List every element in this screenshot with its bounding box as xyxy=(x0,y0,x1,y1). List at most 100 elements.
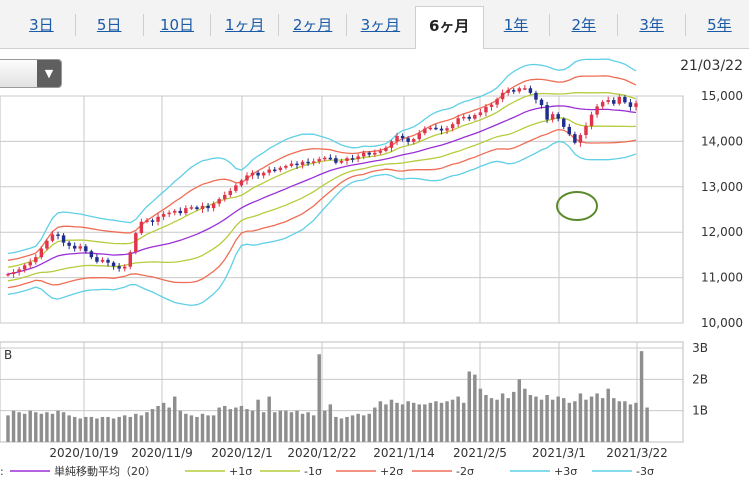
tab-8[interactable]: 1年 xyxy=(503,16,529,34)
candle-body xyxy=(617,96,622,104)
candle-body xyxy=(534,92,538,100)
tab-separator xyxy=(685,14,686,36)
x-tick-label: 2020/12/1 xyxy=(211,446,273,460)
volume-bar xyxy=(461,402,466,442)
y-tick-label: 13,000 xyxy=(701,180,743,194)
tab-4[interactable]: 1ヶ月 xyxy=(225,16,265,34)
candle-body xyxy=(484,106,488,113)
tab-11[interactable]: 5年 xyxy=(707,16,732,34)
volume-bar xyxy=(50,413,55,442)
candle-body xyxy=(150,220,155,222)
volume-bar xyxy=(6,415,10,442)
candle-body xyxy=(523,88,527,90)
volume-bar xyxy=(473,374,477,442)
candle-body xyxy=(95,257,99,262)
candle-body xyxy=(478,112,483,116)
volume-bar xyxy=(89,416,94,442)
candle-body xyxy=(111,262,116,267)
volume-bar xyxy=(456,396,460,442)
candle-body xyxy=(200,205,205,210)
candle-body xyxy=(195,207,199,210)
volume-bar xyxy=(617,401,622,442)
tab-separator xyxy=(210,14,212,36)
volume-bar xyxy=(11,410,16,442)
volume-bar xyxy=(211,415,216,442)
candle-body xyxy=(489,104,494,107)
volume-bar xyxy=(345,416,349,442)
candle-body xyxy=(78,246,82,249)
volume-bar xyxy=(578,393,583,442)
candle-body xyxy=(50,234,55,241)
volume-bar xyxy=(295,410,299,442)
period-tab-bar: 3日 5日 10日 1ヶ月 2ヶ月 3ヶ月 6ヶ月 1年 2年 3年 5年 xyxy=(0,0,749,49)
tab-1[interactable]: 3日 xyxy=(29,16,54,34)
volume-bar xyxy=(606,388,610,442)
candle-body xyxy=(289,163,294,166)
volume-bar xyxy=(495,399,499,442)
candle-body xyxy=(167,212,171,215)
volume-bar xyxy=(173,396,177,442)
candle-body xyxy=(300,161,305,166)
volume-bar xyxy=(145,412,149,442)
legend-entry: +3σ xyxy=(554,465,577,478)
triangle-down-icon[interactable]: ▼ xyxy=(37,60,61,87)
volume-tick-label: 2B xyxy=(692,372,708,386)
tab-6[interactable]: 3ヶ月 xyxy=(360,16,401,34)
candle-body xyxy=(17,269,21,273)
volume-bar xyxy=(484,395,488,442)
volume-bar xyxy=(639,351,644,442)
candle-body xyxy=(612,100,616,104)
volume-bar xyxy=(400,404,405,442)
volume-bar xyxy=(84,416,88,442)
x-tick-label: 2021/1/14 xyxy=(373,446,435,460)
candle-body xyxy=(161,214,166,217)
candle-body xyxy=(234,185,238,191)
candle-body xyxy=(406,138,410,142)
volume-bar xyxy=(306,412,310,442)
volume-bar xyxy=(339,418,344,442)
tab-7[interactable]: 6ヶ月 xyxy=(414,6,484,49)
volume-bar xyxy=(45,412,49,442)
legend-entry: -3σ xyxy=(636,465,654,478)
volume-bar xyxy=(550,399,555,442)
volume-bar xyxy=(361,415,366,442)
candle-body xyxy=(134,233,138,253)
candle-body xyxy=(400,135,405,139)
volume-bar xyxy=(256,399,260,442)
volume-bar xyxy=(367,413,371,442)
volume-bar xyxy=(423,404,427,442)
y-tick-label: 11,000 xyxy=(701,271,743,285)
volume-bar xyxy=(61,412,66,442)
volume-bar xyxy=(545,395,549,442)
candle-body xyxy=(628,102,633,107)
tab-separator xyxy=(278,14,280,36)
candle-body xyxy=(261,172,266,176)
tab-3[interactable]: 10日 xyxy=(159,16,195,34)
volume-bar xyxy=(67,415,71,442)
legend-entry: +1σ xyxy=(229,465,252,478)
volume-bar xyxy=(34,412,38,442)
volume-bar xyxy=(589,396,594,442)
volume-bar xyxy=(528,395,533,442)
candle-body xyxy=(189,207,194,209)
chart-type-select[interactable]: ▼ xyxy=(0,59,62,88)
tab-separator xyxy=(346,14,347,36)
volume-bar xyxy=(395,402,399,442)
candle-body xyxy=(278,167,283,171)
tab-9[interactable]: 2年 xyxy=(571,16,597,34)
candle-body xyxy=(445,128,449,131)
volume-bar xyxy=(373,407,377,442)
x-tick-label: 2021/2/5 xyxy=(453,446,507,460)
tab-5[interactable]: 2ヶ月 xyxy=(292,16,333,34)
tab-10[interactable]: 3年 xyxy=(639,16,664,34)
x-tick-label: 2020/12/22 xyxy=(287,446,356,460)
volume-bar xyxy=(567,402,572,442)
candle-body xyxy=(22,265,27,270)
candle-body xyxy=(506,90,510,93)
tab-2[interactable]: 5日 xyxy=(96,16,122,34)
legend-entry: 単純移動平均（20） xyxy=(54,464,156,478)
candle-body xyxy=(34,257,38,263)
candle-body xyxy=(311,161,316,163)
volume-bar xyxy=(439,402,444,442)
